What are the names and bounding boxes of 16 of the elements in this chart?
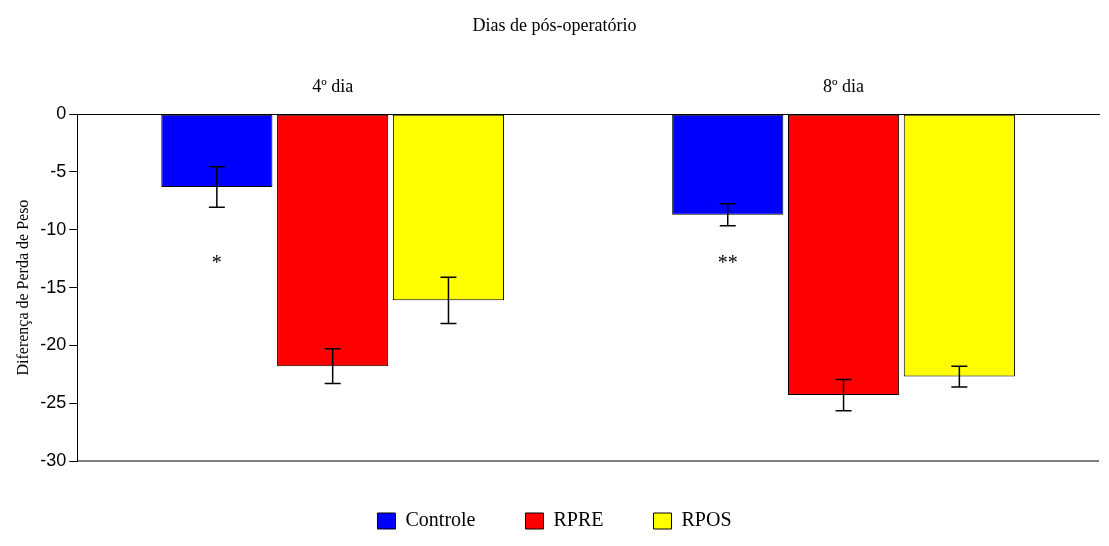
legend-label: RPRE bbox=[553, 508, 604, 531]
y-tick-label: -5 bbox=[50, 160, 67, 181]
y-axis-title: Diferença de Perda de Peso bbox=[13, 199, 32, 376]
x-tick-label: 4º dia bbox=[312, 76, 354, 97]
y-tick-label: -20 bbox=[40, 334, 67, 355]
legend-label: RPOS bbox=[681, 508, 732, 531]
y-tick-label: -15 bbox=[40, 276, 67, 297]
y-tick-label: 0 bbox=[56, 103, 67, 124]
annotation: ** bbox=[717, 250, 738, 273]
y-tick-label: -25 bbox=[40, 392, 67, 413]
y-tick-label: -10 bbox=[40, 218, 67, 239]
annotation: * bbox=[211, 250, 222, 273]
chart-title: Dias de pós-operatório bbox=[472, 14, 637, 35]
y-tick-label: -30 bbox=[40, 449, 67, 470]
x-tick-label: 8º dia bbox=[823, 76, 865, 97]
legend-label: Controle bbox=[405, 508, 476, 531]
